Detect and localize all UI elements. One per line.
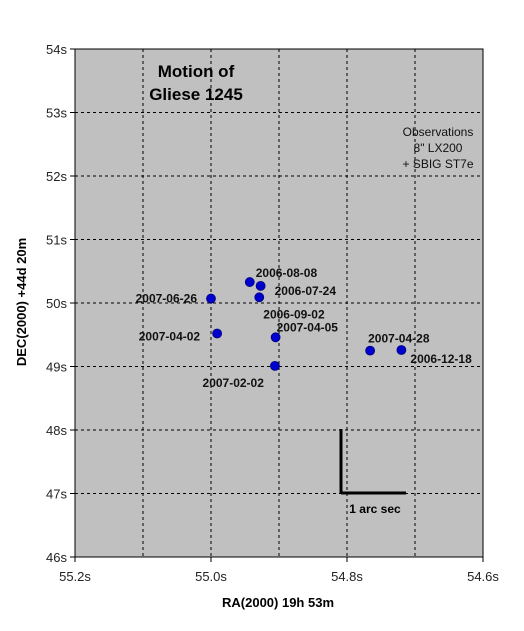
data-point <box>270 332 281 343</box>
point-label: 2006-08-08 <box>256 266 318 280</box>
point-label: 2006-09-02 <box>263 307 325 321</box>
x-tick-label: 55.0s <box>195 569 227 584</box>
data-point <box>396 345 407 355</box>
x-tick-label: 55.2s <box>59 569 91 584</box>
y-axis-title: DEC(2000) +44d 20m <box>14 238 29 366</box>
point-label: 2006-07-24 <box>275 284 337 298</box>
annotation-line-3: + SBIG ST7e <box>402 157 473 171</box>
point-label: 2007-02-02 <box>203 376 265 390</box>
y-tick-label: 47s <box>46 487 67 502</box>
data-point <box>254 292 265 303</box>
y-tick-label: 49s <box>46 360 67 375</box>
chart-title-line-2: Gliese 1245 <box>149 85 243 104</box>
scale-bar: 1 arc sec <box>339 429 406 516</box>
data-point <box>212 328 223 339</box>
y-tick-label: 52s <box>46 169 67 184</box>
chart-title-line-1: Motion of <box>158 62 235 81</box>
annotation-line-2: 8" LX200 <box>414 141 463 155</box>
y-tick-label: 46s <box>46 550 67 565</box>
axis-ticks: 55.2s 55.0s 54.8s 54.6s 46s 47s 48s 49s 50s 51s 52… <box>46 42 499 584</box>
x-tick-label: 54.6s <box>467 569 499 584</box>
point-label: 2007-06-26 <box>136 292 198 306</box>
scale-bar-label: 1 arc sec <box>349 502 401 516</box>
data-point <box>270 360 280 371</box>
data-point <box>244 277 255 287</box>
y-tick-label: 48s <box>46 423 67 438</box>
x-axis-title: RA(2000) 19h 53m <box>222 595 334 610</box>
point-label: 2007-04-02 <box>139 329 201 343</box>
point-label: 2007-04-28 <box>368 332 430 346</box>
y-tick-label: 53s <box>46 106 67 121</box>
data-points: 2006-08-08 2006-07-24 2006-09-02 2007-06-26… <box>136 266 472 390</box>
data-point <box>255 280 266 291</box>
data-point <box>365 345 376 356</box>
point-label: 2007-04-05 <box>277 320 339 334</box>
x-tick-label: 54.8s <box>331 569 363 584</box>
y-tick-label: 51s <box>46 233 67 248</box>
point-label: 2006-12-18 <box>410 352 472 366</box>
y-tick-label: 54s <box>46 42 67 57</box>
data-point <box>206 293 216 304</box>
y-tick-label: 50s <box>46 296 67 311</box>
annotation-line-1: Observations <box>403 125 474 139</box>
